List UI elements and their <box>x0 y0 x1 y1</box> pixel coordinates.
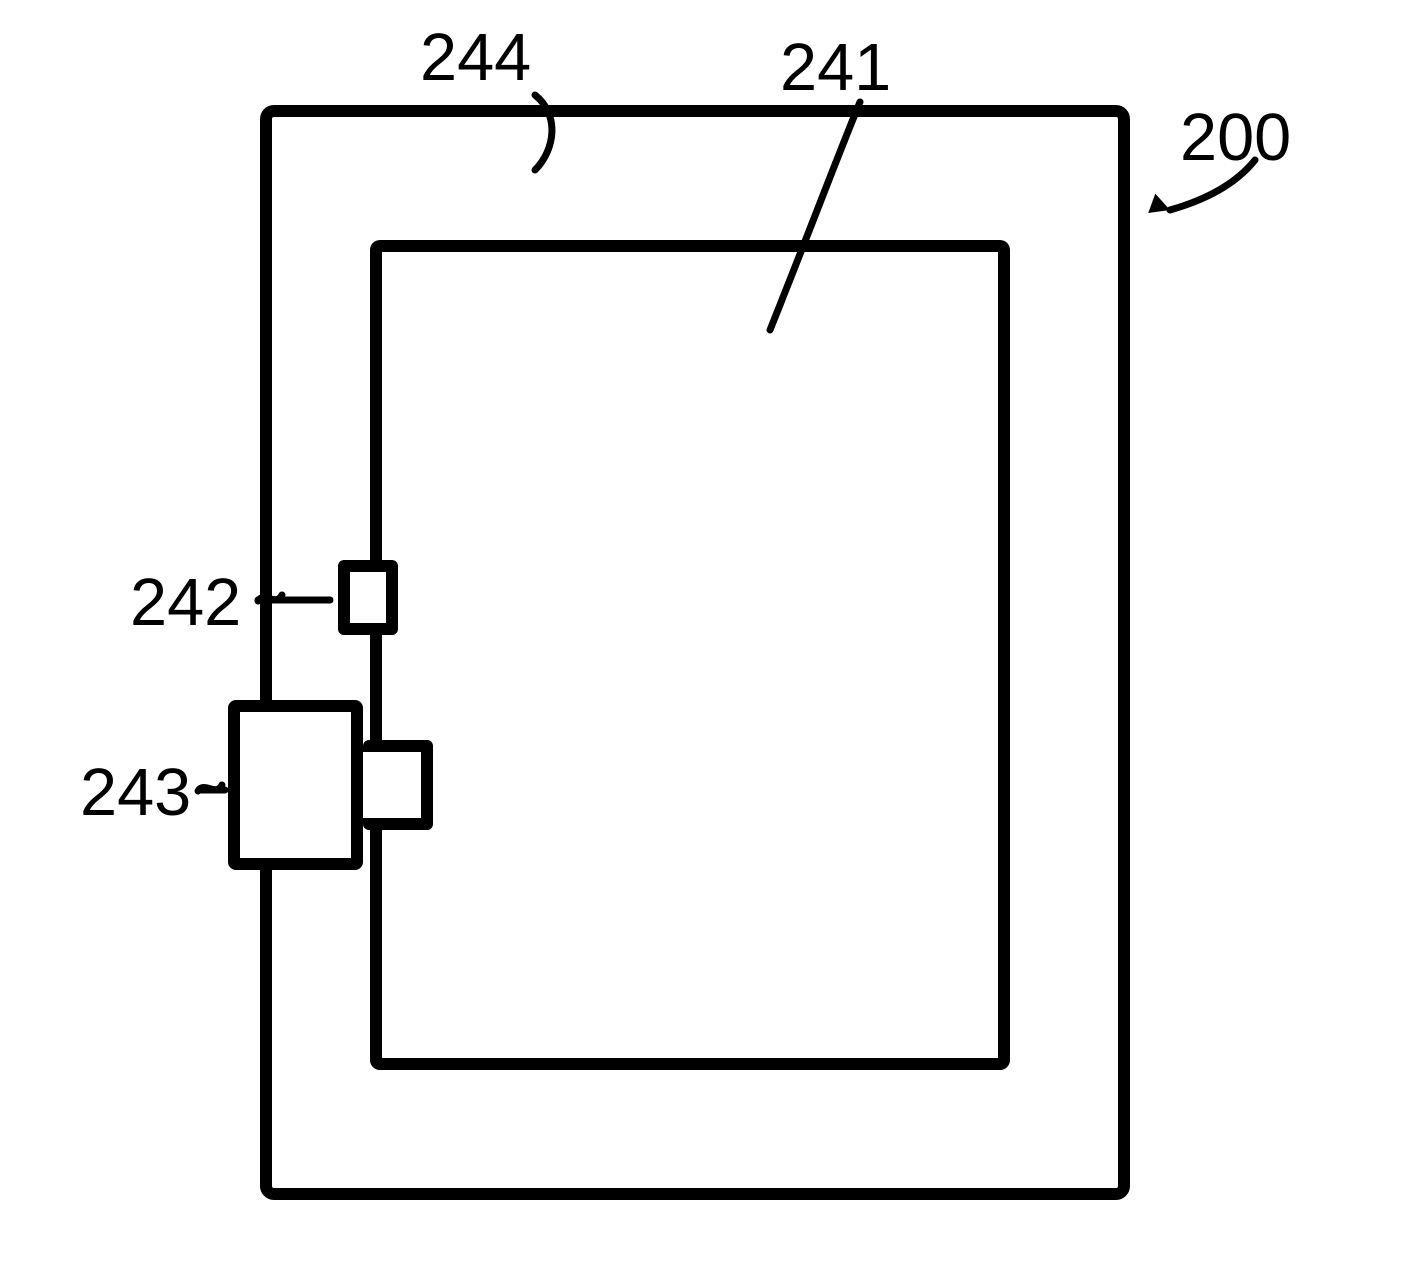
large-block-243-tab <box>363 740 433 830</box>
label-241: 241 <box>780 30 891 106</box>
diagram-stage: 244 241 200 242 243 <box>0 0 1407 1287</box>
inner-panel-241 <box>370 240 1010 1070</box>
label-244: 244 <box>420 20 531 96</box>
label-200: 200 <box>1180 100 1291 176</box>
large-block-243-body <box>228 700 363 870</box>
label-243: 243 <box>80 755 191 831</box>
small-block-242 <box>338 560 398 635</box>
label-242: 242 <box>130 565 241 641</box>
